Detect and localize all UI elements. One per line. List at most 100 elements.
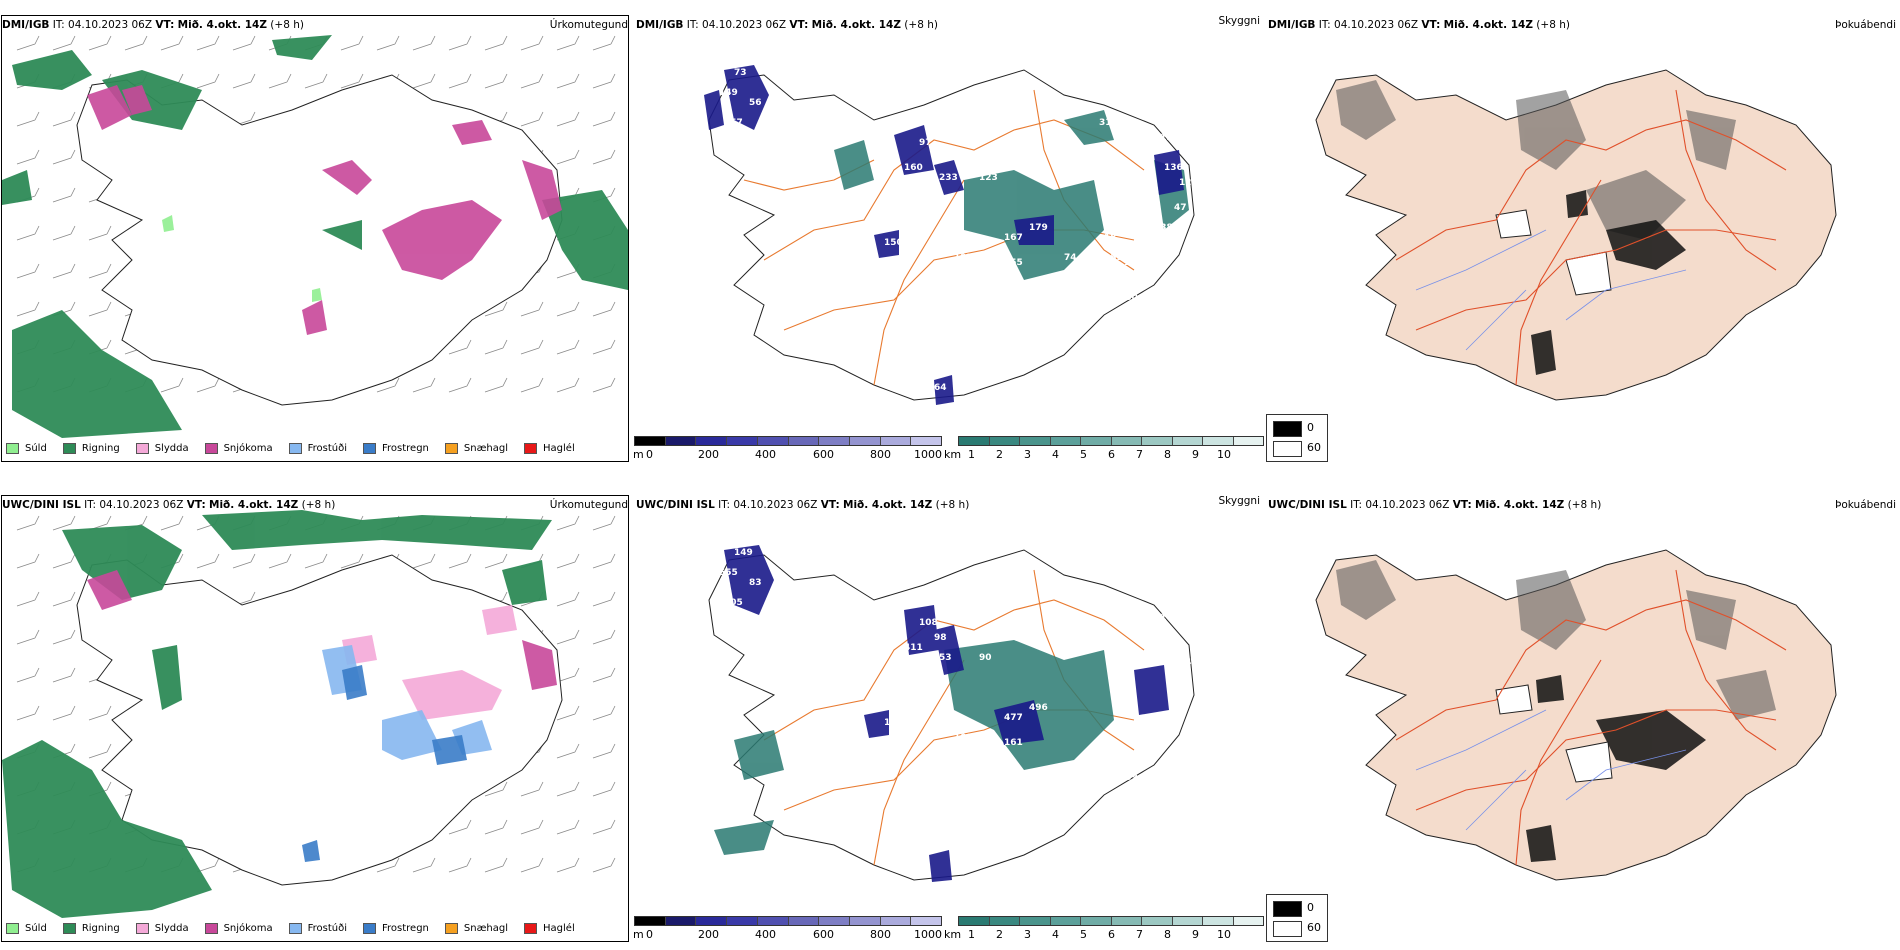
wind-barb [160, 35, 184, 51]
cloud-base-value: 167 [1004, 233, 1023, 243]
tick: 10 [1217, 928, 1231, 941]
tick: 8 [1164, 928, 1171, 941]
wind-barb [52, 591, 76, 607]
wind-barb [52, 705, 76, 721]
cloud-base-value: 112 [1154, 133, 1173, 143]
tick: 6 [1108, 448, 1115, 461]
panel-title: Skyggni [1218, 15, 1261, 27]
tick: 1 [968, 928, 975, 941]
wind-barb [16, 149, 40, 165]
cloud-base-value: 97 [919, 138, 932, 148]
legend-item-snjokoma: Snjókoma [204, 922, 273, 934]
fog-panel: UWC/DINI ISL IT: 04.10.2023 06Z VT: Mið.… [1266, 480, 1900, 950]
wind-barb [52, 667, 76, 683]
wind-barb [592, 301, 616, 317]
cloud-base-value: 185 [884, 718, 903, 728]
wind-barb [16, 667, 40, 683]
wind-barb [412, 377, 436, 393]
cloud-base-value: 90 [979, 653, 992, 663]
panel-title: Úrkomutegund [549, 19, 628, 31]
wind-barb [268, 73, 292, 89]
wind-barb [448, 73, 472, 89]
wind-barb [196, 73, 220, 89]
wind-barb [556, 301, 580, 317]
cloud-base-value: 159 [1104, 253, 1123, 263]
map-frame [1, 495, 629, 942]
wind-barb [412, 857, 436, 873]
precip-legend: Súld Rigning Slydda Snjókoma Frostúði Fr… [6, 440, 591, 456]
fog-legend: 0 60 [1266, 894, 1328, 942]
wind-barb [448, 377, 472, 393]
wind-barb [52, 515, 76, 531]
legend-item-rigning: Rigning [62, 922, 120, 934]
wind-barb [88, 705, 112, 721]
tick: 9 [1192, 448, 1199, 461]
fog-legend-label: 60 [1307, 921, 1321, 934]
cloud-base-value: 149 [1144, 258, 1163, 268]
wind-barb [556, 377, 580, 393]
wind-barb [592, 819, 616, 835]
cloud-base-value: 11 [1094, 343, 1107, 353]
wind-barb [556, 781, 580, 797]
wind-barb [556, 743, 580, 759]
wind-barb [376, 35, 400, 51]
cloud-base-value: 18 [1104, 233, 1117, 243]
legend-item-sold: Súld [6, 922, 47, 934]
wind-barb [448, 339, 472, 355]
legend-item-snaehagl: Snæhagl [444, 922, 508, 934]
fog-panel: DMI/IGB IT: 04.10.2023 06Z VT: Mið. 4.ok… [1266, 0, 1900, 470]
fog-swatch-60 [1273, 441, 1302, 457]
wind-barb [16, 35, 40, 51]
wind-barb [232, 73, 256, 89]
wind-barb [556, 149, 580, 165]
cloud-base-value: 136 [1164, 163, 1183, 173]
wind-barb [520, 377, 544, 393]
wind-barb [592, 149, 616, 165]
fog-swatch-0 [1273, 421, 1302, 437]
cloud-base-value: 99 [1074, 108, 1087, 118]
wind-barb [340, 73, 364, 89]
wind-barb [556, 73, 580, 89]
panel-header: UWC/DINI ISL IT: 04.10.2023 06Z VT: Mið.… [636, 499, 970, 511]
wind-barb [52, 149, 76, 165]
cloud-base-value: 74 [1064, 253, 1077, 263]
wind-barb [520, 35, 544, 51]
wind-barb [160, 515, 184, 531]
wind-barb [592, 73, 616, 89]
cloud-base-value: 319 [934, 353, 953, 363]
cloud-base-value: 143 [1179, 658, 1198, 668]
wind-barb [16, 225, 40, 241]
tick: 3 [1024, 448, 1031, 461]
wind-barb [52, 35, 76, 51]
panel-header: DMI/IGB IT: 04.10.2023 06Z VT: Mið. 4.ok… [1268, 19, 1570, 31]
cloud-base-value: 123 [979, 173, 998, 183]
cloud-base-value: 141 [904, 118, 923, 128]
wind-barb [556, 515, 580, 531]
wind-barb [592, 111, 616, 127]
panel-title: Skyggni [1218, 495, 1261, 507]
wind-barb [484, 781, 508, 797]
wind-barb [376, 857, 400, 873]
panel-title: Úrkomutegund [549, 499, 628, 511]
legend-item-frostudi: Frostúði [288, 922, 347, 934]
fog-map [1315, 69, 1837, 401]
cloud-base-value: 555 [719, 568, 738, 578]
cloud-base-bar [634, 916, 942, 926]
tick: 10 [1217, 448, 1231, 461]
wind-barb [448, 819, 472, 835]
wind-barb [88, 263, 112, 279]
cloud-base-value: 83 [749, 578, 762, 588]
legend-item-haglel: Haglél [524, 922, 575, 934]
cloud-base-colorbar: m 0 200 400 600 800 1000 [633, 436, 942, 461]
wind-barb [340, 553, 364, 569]
tick: 2 [996, 928, 1003, 941]
tick: 1000 [914, 448, 942, 461]
wind-barb [520, 301, 544, 317]
cloud-base-value: 97 [1134, 123, 1147, 133]
wind-barb [556, 591, 580, 607]
wind-barb [592, 629, 616, 645]
wind-barb [16, 705, 40, 721]
tick: 9 [1192, 928, 1199, 941]
wind-barb [196, 377, 220, 393]
